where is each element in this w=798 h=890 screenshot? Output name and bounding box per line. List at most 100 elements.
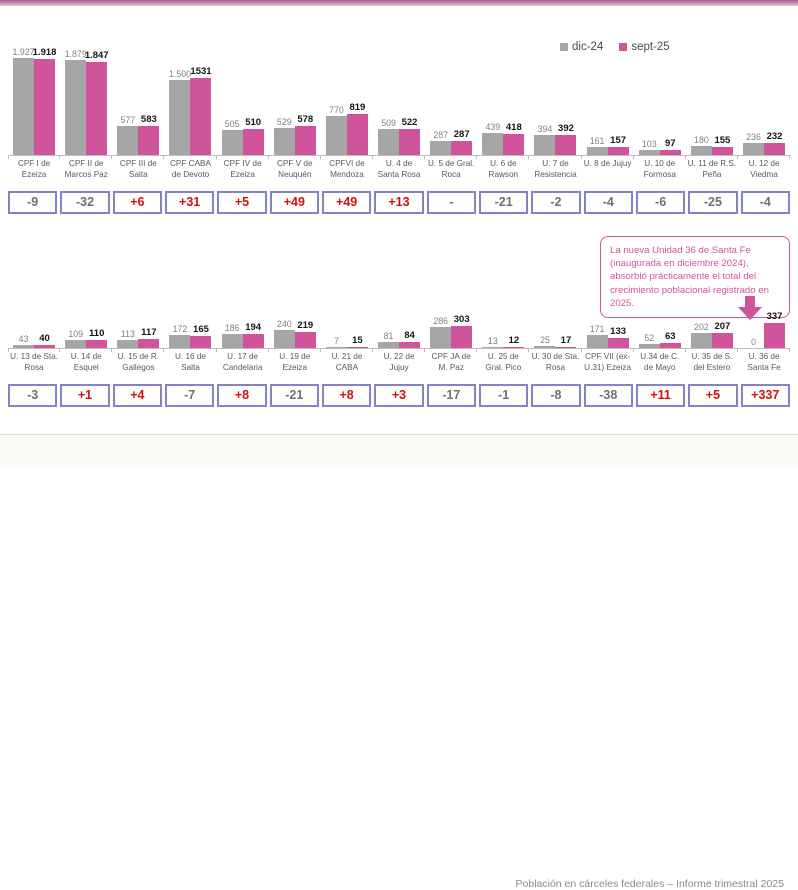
value-label-dic-24: 43 (18, 334, 29, 344)
bar-sept-25 (607, 338, 629, 348)
category-label: U. 5 de Gral. Roca (427, 159, 475, 179)
value-label-sept-25: 12 (508, 335, 520, 346)
diff-cell: -1 (478, 384, 529, 407)
category-label: CPFVI de Mendoza (329, 159, 365, 179)
bar-dic-24 (743, 143, 765, 155)
category-label: U. 21 de CABA (331, 352, 363, 372)
value-label-sept-25: 63 (664, 331, 676, 342)
axis-tick (580, 348, 582, 352)
category-label: U. 17 de Candelaria (222, 352, 263, 372)
value-label-dic-24: 161 (589, 136, 605, 146)
footer-caption: Población en cárceles federales – Inform… (515, 878, 784, 890)
bar-dic-24 (378, 342, 400, 348)
bar-group: 109 110 (60, 296, 113, 352)
bar-group: 236 232 (738, 55, 791, 159)
value-label-sept-25: 97 (664, 138, 676, 149)
value-label-dic-24: 505 (224, 119, 240, 129)
axis-tick (371, 155, 373, 159)
value-label-sept-25: 583 (140, 114, 157, 125)
category-label: U. 13 de Sta. Rosa (10, 352, 58, 372)
down-arrow-icon (738, 296, 762, 320)
axis-tick (163, 155, 165, 159)
diff-cell: -32 (60, 191, 110, 214)
value-label-sept-25: 510 (245, 117, 262, 128)
diff-cell: -7 (164, 384, 215, 407)
value-label-dic-24: 103 (641, 139, 657, 149)
value-label-sept-25: 157 (610, 135, 627, 146)
chart-legend: dic-24 sept-25 (560, 41, 670, 53)
category-label: U. 36 de Santa Fe (747, 352, 781, 372)
value-label-sept-25: 287 (453, 129, 470, 140)
bar-sept-25 (190, 78, 212, 155)
axis-tick (476, 155, 478, 159)
category-label: CPF II de Marcos Paz (64, 159, 108, 179)
value-label-dic-24: 240 (276, 319, 292, 329)
axis-tick (163, 348, 165, 352)
bar-dic-24 (534, 346, 556, 348)
bar-sept-25 (138, 126, 160, 155)
bar-group: 25 17 (529, 296, 582, 352)
bar-sept-25 (242, 334, 264, 348)
bar-group: 1.927 1.918 (8, 47, 61, 159)
diff-cell: -9 (8, 191, 58, 214)
legend-label-sept25: sept-25 (631, 41, 670, 53)
value-label-dic-24: 171 (589, 324, 605, 334)
diff-cell: +49 (321, 191, 372, 214)
axis-tick (684, 155, 686, 159)
value-label-sept-25: 1.918 (32, 47, 57, 58)
axis-tick (789, 348, 791, 352)
value-label-dic-24: 529 (276, 117, 292, 127)
value-label-sept-25: 1531 (190, 66, 212, 77)
axis-tick (319, 348, 321, 352)
value-label-sept-25: 15 (352, 335, 363, 346)
axis-tick (632, 348, 634, 352)
bar-sept-25 (555, 347, 577, 348)
axis-tick (267, 155, 269, 159)
annotation-callout: La nueva Unidad 36 de Santa Fe (inaugura… (600, 236, 790, 319)
plot-area-row-1: 1.927 1.918 1.879 1.847 577 583 1.500 1531 505 51… (8, 47, 791, 159)
bar-dic-24 (65, 60, 87, 155)
bar-dic-24 (586, 147, 608, 155)
diff-cell: +8 (321, 384, 372, 407)
bar-sept-25 (86, 62, 108, 155)
category-label: U. 12 de Viedma (748, 159, 780, 179)
value-label-dic-24: 0 (751, 337, 756, 347)
bar-sept-25 (764, 143, 786, 155)
category-label: U. 6 de Rawson (488, 159, 519, 179)
axis-tick (215, 155, 217, 159)
bar-sept-25 (242, 129, 264, 155)
axis-tick (528, 348, 530, 352)
bar-dic-24 (117, 126, 139, 155)
plot-area-row-2: 43 40 109 110 113 117 172 165 186 194 240 219 7 15 81 8… (8, 296, 791, 352)
diff-cell: +11 (635, 384, 686, 407)
value-label-sept-25: 578 (297, 114, 314, 125)
category-label: U. 15 de R. Gallegos (117, 352, 160, 372)
bar-dic-24 (586, 335, 608, 348)
bar-dic-24 (13, 345, 35, 348)
value-label-dic-24: 236 (746, 132, 761, 142)
value-label-dic-24: 1.927 (12, 47, 35, 57)
axis-tick (111, 348, 113, 352)
bar-group: 509 522 (373, 55, 426, 159)
legend-swatch-dic24-icon (560, 43, 568, 51)
footer-band: Población en cárceles federales – Inform… (0, 434, 798, 890)
bar-dic-24 (378, 129, 400, 155)
category-label: U.34 de C. de Mayo (640, 352, 680, 372)
axis-tick (424, 155, 426, 159)
value-label-sept-25: 522 (401, 117, 418, 128)
axis-tick (736, 155, 738, 159)
category-label: U. 30 de Sta. Rosa (531, 352, 580, 372)
value-label-sept-25: 207 (714, 321, 731, 332)
bar-group: 186 194 (217, 296, 269, 352)
bar-dic-24 (221, 334, 243, 348)
category-label: CPF I de Ezeiza (17, 159, 51, 179)
value-label-dic-24: 577 (120, 115, 136, 125)
axis-tick (528, 155, 530, 159)
diff-cell: +337 (740, 384, 790, 407)
diff-cell: -2 (531, 191, 581, 214)
bar-group: 1.879 1.847 (60, 49, 113, 159)
value-label-sept-25: 392 (558, 123, 574, 134)
bar-dic-24 (482, 133, 504, 155)
bar-chart-row-2: 43 40 109 110 113 117 172 165 186 194 240 219 7 15 81 8… (8, 296, 791, 373)
bar-group: 1.500 1531 (164, 55, 217, 159)
